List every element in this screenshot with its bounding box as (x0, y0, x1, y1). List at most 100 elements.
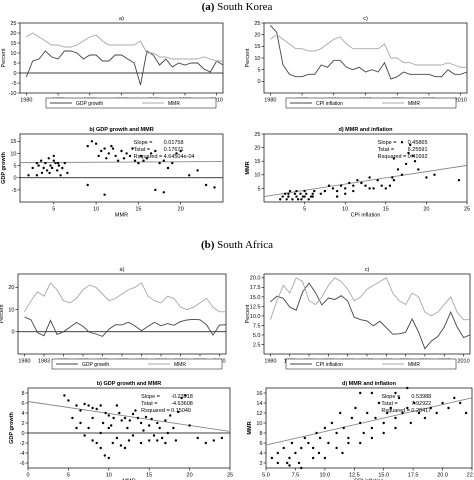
scatter-point (99, 404, 102, 407)
scatter-point (429, 406, 432, 410)
scatter-point (394, 391, 397, 395)
scatter-point (122, 157, 126, 160)
x-tick-label: 5.0 (262, 473, 270, 479)
scatter-point (295, 189, 298, 193)
stat-label: Tstat = (141, 401, 157, 407)
y-tick-label: 25 (10, 21, 16, 27)
scatter-point (382, 431, 385, 435)
scatter-point (188, 424, 191, 427)
y-tick-label: 5.0 (253, 333, 261, 339)
x-tick-label: 20 (178, 207, 184, 213)
stat-label: Rsquared = (378, 154, 407, 160)
scatter-point (164, 419, 167, 422)
y-tick-label: 5 (13, 61, 16, 67)
scatter-point (331, 187, 335, 190)
stat-value: -0.23918 (171, 394, 193, 400)
scatter-point (52, 159, 55, 162)
chart-title: b) GDP growth and MMR (97, 381, 161, 387)
x-tick-label: 20 (423, 207, 429, 213)
scatter-point (107, 152, 111, 155)
scatter-point (114, 154, 117, 158)
chart-title: d) MMR and inflation (338, 127, 393, 133)
scatter-point (374, 416, 377, 420)
y-tick-label: 12.5 (250, 304, 261, 310)
scatter-point (300, 466, 303, 470)
scatter-point (156, 421, 159, 425)
stat-label: Slope = (381, 394, 400, 400)
scatter-point (139, 154, 143, 158)
chart-title: b) GDP growth and MMR (89, 127, 153, 133)
scatter-point (359, 441, 362, 445)
fitted-regression-line (27, 401, 231, 432)
stat-label: Rsquared = (141, 408, 170, 414)
scatter-point (279, 198, 282, 201)
scatter-point (423, 416, 427, 420)
series-line-1 (26, 32, 223, 62)
scatter-point (142, 159, 145, 162)
chart-title: a) (120, 267, 125, 273)
y-tick-label: 20 (254, 33, 260, 39)
scatter-point (131, 412, 135, 416)
legend-entry: MMR (174, 362, 186, 368)
stat-value: 0.53988 (411, 394, 431, 400)
x-tick-label: 2010 (211, 98, 223, 104)
scatter-point (300, 198, 303, 201)
scatter-point (341, 451, 344, 455)
y-tick-label: 6 (259, 441, 262, 447)
scatter-point (364, 184, 367, 187)
scatter-point (86, 183, 89, 187)
scatter-point (406, 386, 409, 390)
scatter-point (91, 406, 94, 410)
y-tick-label: 2.5 (253, 342, 261, 348)
scatter-point (319, 192, 322, 195)
y-tick-label: -4 (20, 451, 25, 457)
y-tick-label: -5 (12, 188, 17, 194)
scatter-point (283, 192, 287, 195)
scatter-point (435, 411, 438, 415)
scatter-point (160, 436, 164, 440)
scatter-point (131, 147, 134, 150)
scatter-point (196, 169, 199, 172)
scatter-point (366, 411, 369, 415)
scatter-point (282, 446, 285, 450)
scatter-point (330, 421, 334, 425)
legend-box (45, 97, 217, 109)
scatter-point (94, 142, 98, 145)
scatter-point (111, 441, 115, 445)
scatter-point (354, 406, 357, 410)
scatter-point (158, 161, 161, 165)
scatter-point (86, 144, 89, 148)
x-tick-label: 10 (342, 207, 348, 213)
scatter-point (300, 446, 303, 450)
x-tick-label: 0 (26, 473, 29, 479)
x-tick-label: 1980 (18, 359, 30, 365)
scatter-point (134, 409, 137, 412)
scatter-point (350, 416, 354, 420)
scatter-point (184, 394, 187, 397)
scatter-point (290, 441, 294, 445)
scatter-point (288, 189, 292, 193)
scatter-point (327, 441, 330, 445)
series-line-1 (270, 34, 467, 68)
chart-sk_d: d) MMR and inflation 5 10 15 20 25 5 10 15 20 25 CP… (245, 127, 470, 219)
scatter-point (156, 439, 159, 442)
scatter-point (303, 195, 306, 198)
scatter-point (127, 439, 131, 442)
stat-value: 6.25591 (408, 147, 428, 153)
scatter-point (220, 436, 224, 440)
scatter-point (311, 456, 315, 460)
chart-title: c) (365, 267, 370, 273)
stat-label: Slope = (141, 394, 160, 400)
scatter-point (120, 419, 123, 422)
scatter-point (123, 416, 127, 420)
series-line-0 (270, 282, 471, 350)
scatter-point (145, 157, 149, 160)
chart-title: c) (363, 16, 368, 22)
y-tick-label: -6 (20, 461, 25, 467)
scatter-point (287, 192, 290, 195)
scatter-point (339, 411, 342, 415)
legend-entry: MMR (408, 101, 420, 107)
scatter-point (447, 406, 450, 410)
chart-title: d) MMR and inflation (342, 381, 397, 387)
y-tick-label: -2 (20, 441, 25, 447)
